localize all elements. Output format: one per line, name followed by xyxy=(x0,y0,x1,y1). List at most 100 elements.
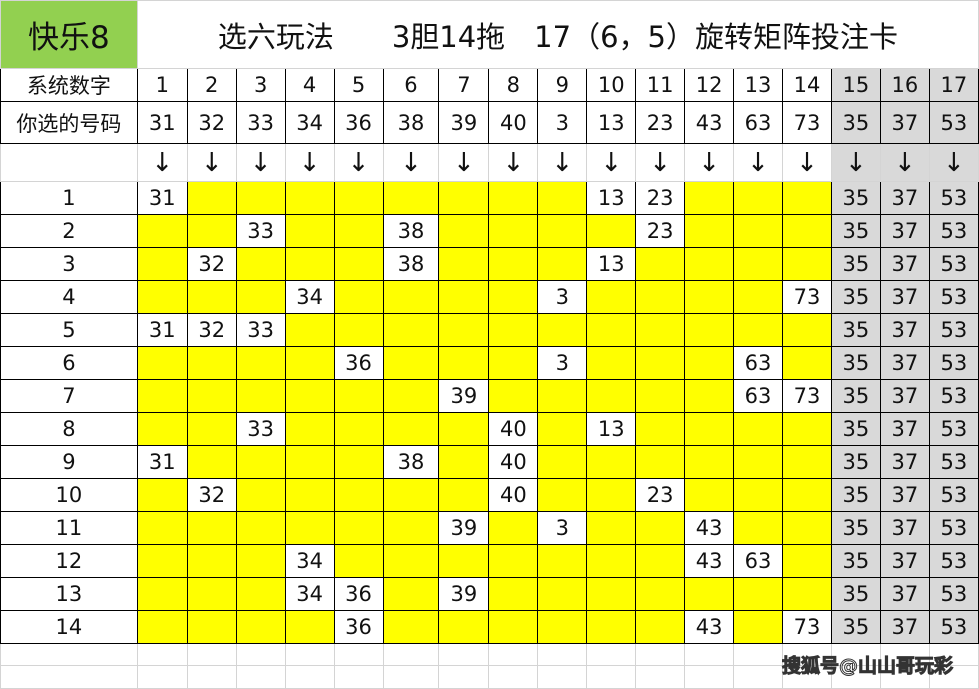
number-cell[interactable]: 3 xyxy=(537,280,588,314)
number-cell[interactable]: 36 xyxy=(333,610,384,644)
number-cell[interactable]: 73 xyxy=(782,379,832,413)
banker-cell[interactable]: 37 xyxy=(879,577,930,611)
empty-highlight-cell[interactable] xyxy=(136,544,188,578)
empty-highlight-cell[interactable] xyxy=(586,280,637,314)
chosen-number-cell[interactable]: 53 xyxy=(928,101,979,144)
number-cell[interactable]: 34 xyxy=(284,577,335,611)
empty-highlight-cell[interactable] xyxy=(333,247,384,281)
empty-cell[interactable] xyxy=(186,643,237,666)
empty-highlight-cell[interactable] xyxy=(333,412,384,446)
empty-highlight-cell[interactable] xyxy=(684,313,735,347)
banker-cell[interactable]: 53 xyxy=(928,313,979,347)
empty-highlight-cell[interactable] xyxy=(438,181,490,215)
empty-cell[interactable] xyxy=(136,665,188,689)
system-number-cell[interactable]: 3 xyxy=(235,68,286,102)
number-cell[interactable]: 39 xyxy=(438,379,490,413)
number-cell[interactable]: 32 xyxy=(186,478,237,512)
ticket-number[interactable]: 10 xyxy=(0,478,138,512)
system-number-cell[interactable]: 7 xyxy=(438,68,490,102)
empty-highlight-cell[interactable] xyxy=(333,445,384,479)
system-number-cell[interactable]: 2 xyxy=(186,68,237,102)
empty-cell[interactable] xyxy=(186,665,237,689)
empty-highlight-cell[interactable] xyxy=(586,379,637,413)
empty-highlight-cell[interactable] xyxy=(284,346,335,380)
number-cell[interactable]: 34 xyxy=(284,280,335,314)
chosen-number-cell[interactable]: 34 xyxy=(284,101,335,144)
empty-cell[interactable] xyxy=(684,665,735,689)
empty-highlight-cell[interactable] xyxy=(284,247,335,281)
number-cell[interactable]: 36 xyxy=(333,577,384,611)
banker-cell[interactable]: 35 xyxy=(830,379,881,413)
empty-cell[interactable] xyxy=(0,143,138,182)
number-cell[interactable]: 39 xyxy=(438,511,490,545)
empty-cell[interactable] xyxy=(235,643,286,666)
banker-cell[interactable]: 53 xyxy=(928,181,979,215)
empty-highlight-cell[interactable] xyxy=(733,280,783,314)
empty-highlight-cell[interactable] xyxy=(438,610,490,644)
chosen-number-cell[interactable]: 33 xyxy=(235,101,286,144)
empty-highlight-cell[interactable] xyxy=(284,478,335,512)
number-cell[interactable]: 23 xyxy=(635,181,686,215)
number-cell[interactable]: 63 xyxy=(733,379,783,413)
empty-highlight-cell[interactable] xyxy=(635,346,686,380)
empty-cell[interactable] xyxy=(586,643,637,666)
empty-highlight-cell[interactable] xyxy=(186,346,237,380)
number-cell[interactable]: 40 xyxy=(488,445,539,479)
empty-highlight-cell[interactable] xyxy=(186,379,237,413)
banker-cell[interactable]: 35 xyxy=(830,577,881,611)
empty-highlight-cell[interactable] xyxy=(284,214,335,248)
empty-highlight-cell[interactable] xyxy=(537,445,588,479)
number-cell[interactable]: 33 xyxy=(235,412,286,446)
empty-highlight-cell[interactable] xyxy=(782,346,832,380)
banker-cell[interactable]: 35 xyxy=(830,445,881,479)
empty-cell[interactable] xyxy=(284,643,335,666)
banker-cell[interactable]: 37 xyxy=(879,511,930,545)
empty-highlight-cell[interactable] xyxy=(782,313,832,347)
banker-cell[interactable]: 37 xyxy=(879,445,930,479)
empty-highlight-cell[interactable] xyxy=(488,247,539,281)
empty-highlight-cell[interactable] xyxy=(333,511,384,545)
empty-cell[interactable] xyxy=(635,643,686,666)
empty-highlight-cell[interactable] xyxy=(782,577,832,611)
ticket-number[interactable]: 11 xyxy=(0,511,138,545)
empty-highlight-cell[interactable] xyxy=(684,181,735,215)
empty-highlight-cell[interactable] xyxy=(186,412,237,446)
number-cell[interactable]: 73 xyxy=(782,610,832,644)
banker-cell[interactable]: 53 xyxy=(928,511,979,545)
banker-cell[interactable]: 53 xyxy=(928,214,979,248)
number-cell[interactable]: 38 xyxy=(382,445,440,479)
empty-highlight-cell[interactable] xyxy=(333,478,384,512)
empty-highlight-cell[interactable] xyxy=(537,544,588,578)
empty-highlight-cell[interactable] xyxy=(438,412,490,446)
empty-highlight-cell[interactable] xyxy=(136,610,188,644)
empty-cell[interactable] xyxy=(586,665,637,689)
empty-cell[interactable] xyxy=(438,665,490,689)
empty-cell[interactable] xyxy=(684,643,735,666)
empty-highlight-cell[interactable] xyxy=(684,214,735,248)
number-cell[interactable]: 63 xyxy=(733,544,783,578)
banker-cell[interactable]: 37 xyxy=(879,247,930,281)
number-cell[interactable]: 32 xyxy=(186,247,237,281)
empty-highlight-cell[interactable] xyxy=(733,247,783,281)
empty-cell[interactable] xyxy=(0,643,138,666)
empty-highlight-cell[interactable] xyxy=(586,445,637,479)
chosen-number-cell[interactable]: 13 xyxy=(586,101,637,144)
empty-highlight-cell[interactable] xyxy=(284,379,335,413)
number-cell[interactable]: 73 xyxy=(782,280,832,314)
chosen-number-cell[interactable]: 36 xyxy=(333,101,384,144)
ticket-number[interactable]: 14 xyxy=(0,610,138,644)
empty-highlight-cell[interactable] xyxy=(488,214,539,248)
empty-highlight-cell[interactable] xyxy=(684,346,735,380)
empty-cell[interactable] xyxy=(382,643,440,666)
empty-highlight-cell[interactable] xyxy=(684,577,735,611)
number-cell[interactable]: 13 xyxy=(586,247,637,281)
empty-highlight-cell[interactable] xyxy=(635,610,686,644)
empty-highlight-cell[interactable] xyxy=(382,478,440,512)
empty-highlight-cell[interactable] xyxy=(136,412,188,446)
empty-highlight-cell[interactable] xyxy=(488,379,539,413)
empty-highlight-cell[interactable] xyxy=(382,610,440,644)
empty-highlight-cell[interactable] xyxy=(488,544,539,578)
empty-highlight-cell[interactable] xyxy=(333,379,384,413)
number-cell[interactable]: 43 xyxy=(684,544,735,578)
empty-highlight-cell[interactable] xyxy=(333,181,384,215)
